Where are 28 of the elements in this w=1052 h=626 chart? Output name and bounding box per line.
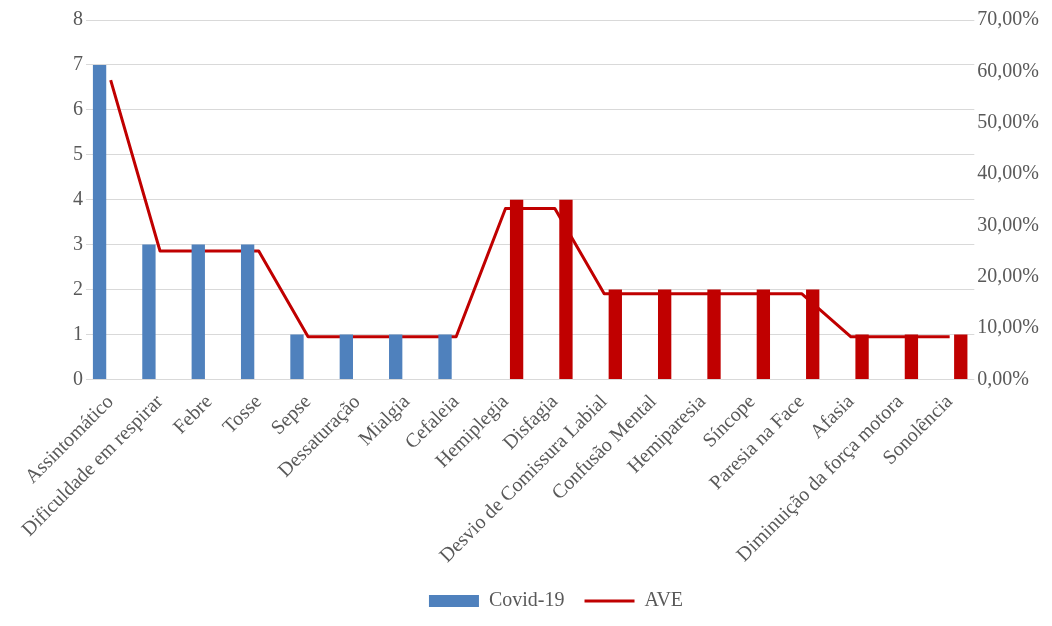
y2-tick-label: 10,00%: [977, 315, 1040, 338]
bar: [389, 334, 403, 379]
bar: [142, 244, 156, 379]
bar: [92, 64, 107, 379]
y-tick-label: 2: [73, 276, 83, 299]
y-tick-label: 4: [73, 186, 83, 209]
y-tick-label: 0: [73, 366, 83, 389]
y2-tick-label: 40,00%: [977, 161, 1040, 184]
y-tick-label: 8: [73, 7, 83, 30]
bar: [290, 334, 304, 379]
y2-tick-label: 0,00%: [977, 366, 1030, 389]
y2-tick-label: 70,00%: [977, 7, 1040, 30]
bar: [339, 334, 353, 379]
y2-tick-label: 20,00%: [977, 263, 1040, 286]
y2-tick-label: 60,00%: [977, 58, 1040, 81]
legend-label: Covid-19: [488, 588, 565, 611]
y2-tick-label: 30,00%: [977, 212, 1040, 235]
y-tick-label: 5: [73, 142, 83, 165]
y-tick-label: 1: [73, 321, 83, 344]
y2-tick-label: 50,00%: [977, 109, 1040, 132]
bar: [191, 244, 205, 379]
bar: [954, 334, 968, 379]
bar: [240, 244, 255, 379]
y-tick-label: 3: [73, 231, 83, 254]
legend-label: AVE: [644, 588, 684, 611]
bar: [438, 334, 452, 379]
y-tick-label: 6: [73, 97, 83, 120]
y-tick-label: 7: [73, 52, 83, 75]
